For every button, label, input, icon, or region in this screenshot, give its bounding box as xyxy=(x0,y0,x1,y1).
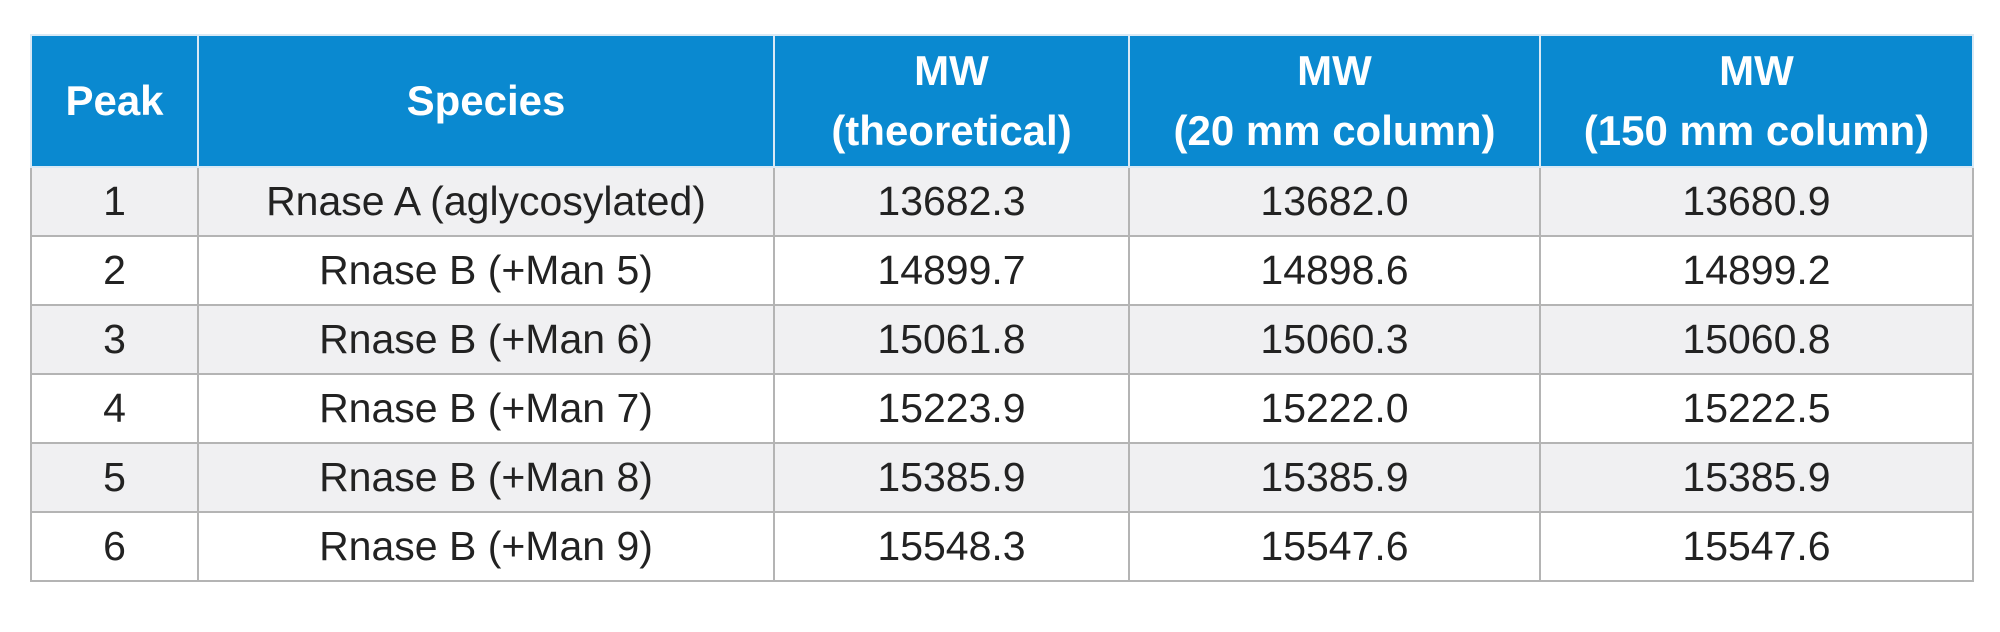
cell-mw-150mm: 13680.9 xyxy=(1539,166,1974,237)
header-species: Species xyxy=(197,34,775,168)
header-mw-20mm-line1: MW xyxy=(1297,47,1372,94)
cell-mw-150mm: 15222.5 xyxy=(1539,373,1974,444)
cell-mw-20mm: 15060.3 xyxy=(1128,304,1541,375)
header-mw-150mm: MW (150 mm column) xyxy=(1539,34,1974,168)
cell-species: Rnase B (+Man 7) xyxy=(197,373,775,444)
header-mw-theoretical-line2: (theoretical) xyxy=(831,107,1072,154)
cell-peak: 6 xyxy=(30,511,199,582)
table-row: 4 Rnase B (+Man 7) 15223.9 15222.0 15222… xyxy=(30,373,1974,444)
header-row: Peak Species MW (theoretical) MW (20 mm … xyxy=(30,34,1974,168)
cell-mw-theoretical: 15223.9 xyxy=(773,373,1130,444)
header-mw-150mm-line2: (150 mm column) xyxy=(1583,107,1930,154)
header-mw-20mm: MW (20 mm column) xyxy=(1128,34,1541,168)
cell-species: Rnase A (aglycosylated) xyxy=(197,166,775,237)
header-mw-150mm-line1: MW xyxy=(1719,47,1794,94)
table-row: 1 Rnase A (aglycosylated) 13682.3 13682.… xyxy=(30,166,1974,237)
cell-peak: 5 xyxy=(30,442,199,513)
cell-mw-150mm: 15060.8 xyxy=(1539,304,1974,375)
cell-mw-150mm: 15385.9 xyxy=(1539,442,1974,513)
cell-mw-20mm: 15547.6 xyxy=(1128,511,1541,582)
table-row: 5 Rnase B (+Man 8) 15385.9 15385.9 15385… xyxy=(30,442,1974,513)
cell-species: Rnase B (+Man 6) xyxy=(197,304,775,375)
cell-mw-theoretical: 13682.3 xyxy=(773,166,1130,237)
table-row: 2 Rnase B (+Man 5) 14899.7 14898.6 14899… xyxy=(30,235,1974,306)
cell-mw-20mm: 14898.6 xyxy=(1128,235,1541,306)
cell-mw-theoretical: 15385.9 xyxy=(773,442,1130,513)
cell-mw-theoretical: 14899.7 xyxy=(773,235,1130,306)
mw-table-container: Peak Species MW (theoretical) MW (20 mm … xyxy=(30,34,1974,582)
cell-mw-theoretical: 15548.3 xyxy=(773,511,1130,582)
cell-species: Rnase B (+Man 5) xyxy=(197,235,775,306)
cell-species: Rnase B (+Man 8) xyxy=(197,442,775,513)
cell-peak: 1 xyxy=(30,166,199,237)
header-mw-theoretical-line1: MW xyxy=(914,47,989,94)
cell-mw-150mm: 15547.6 xyxy=(1539,511,1974,582)
cell-species: Rnase B (+Man 9) xyxy=(197,511,775,582)
header-peak: Peak xyxy=(30,34,199,168)
table-header: Peak Species MW (theoretical) MW (20 mm … xyxy=(30,34,1974,168)
cell-mw-20mm: 13682.0 xyxy=(1128,166,1541,237)
table-row: 3 Rnase B (+Man 6) 15061.8 15060.3 15060… xyxy=(30,304,1974,375)
table-row: 6 Rnase B (+Man 9) 15548.3 15547.6 15547… xyxy=(30,511,1974,582)
mw-table: Peak Species MW (theoretical) MW (20 mm … xyxy=(30,34,1974,582)
header-mw-20mm-line2: (20 mm column) xyxy=(1173,107,1496,154)
cell-mw-20mm: 15385.9 xyxy=(1128,442,1541,513)
cell-mw-theoretical: 15061.8 xyxy=(773,304,1130,375)
cell-mw-150mm: 14899.2 xyxy=(1539,235,1974,306)
cell-peak: 4 xyxy=(30,373,199,444)
cell-mw-20mm: 15222.0 xyxy=(1128,373,1541,444)
table-body: 1 Rnase A (aglycosylated) 13682.3 13682.… xyxy=(30,166,1974,582)
cell-peak: 2 xyxy=(30,235,199,306)
header-mw-theoretical: MW (theoretical) xyxy=(773,34,1130,168)
cell-peak: 3 xyxy=(30,304,199,375)
